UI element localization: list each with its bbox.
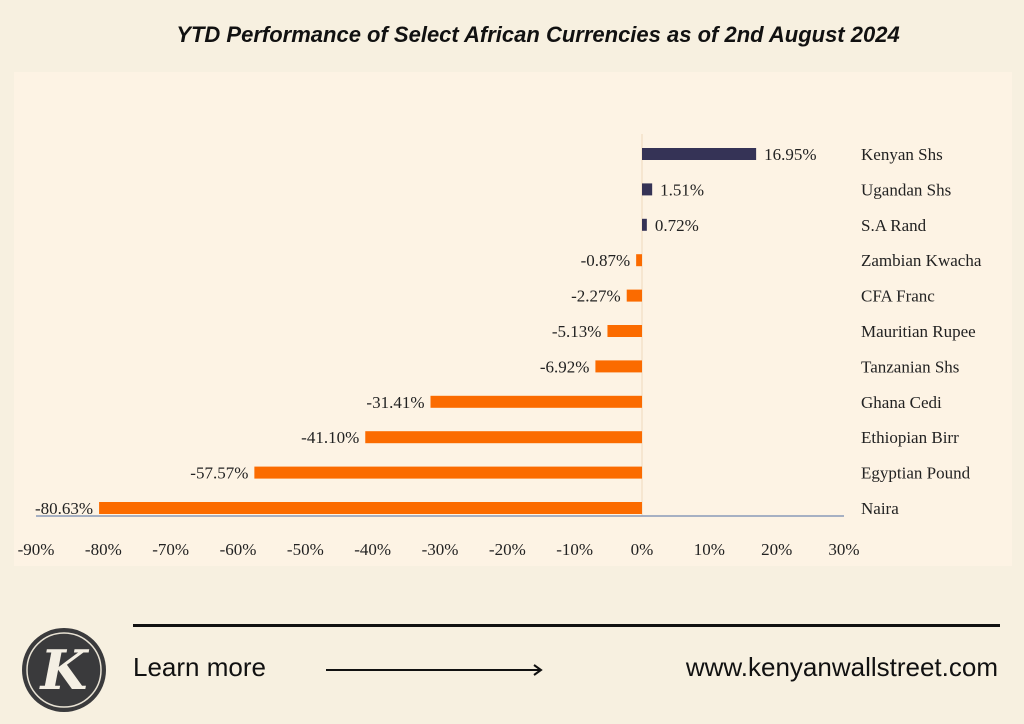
svg-text:K: K: [39, 638, 90, 702]
category-label: Egyptian Pound: [861, 464, 971, 483]
category-label: Ugandan Shs: [861, 180, 951, 199]
category-label: Kenyan Shs: [861, 145, 943, 164]
data-label: -2.27%: [571, 287, 621, 306]
x-tick-label: 0%: [631, 540, 654, 559]
kenyan-wallstreet-logo[interactable]: K: [21, 627, 107, 713]
bar: [642, 218, 647, 231]
bar: [626, 289, 642, 302]
x-tick-label: -40%: [354, 540, 391, 559]
data-label: 0.72%: [655, 216, 699, 235]
data-label: -57.57%: [190, 464, 248, 483]
bar: [642, 183, 653, 196]
bar: [607, 325, 642, 337]
x-tick-label: -50%: [287, 540, 324, 559]
chart-panel: -90% -80% -70% -60% -50% -40% -30% -20% -10% 0% 10…: [14, 72, 1012, 566]
data-label: -5.13%: [552, 322, 602, 341]
footer-divider: [133, 624, 1000, 627]
data-label: 1.51%: [660, 180, 704, 199]
x-tick-label: -80%: [85, 540, 122, 559]
website-url[interactable]: www.kenyanwallstreet.com: [685, 652, 998, 682]
data-label: 16.95%: [764, 145, 816, 164]
bar: [365, 431, 642, 444]
bar: [642, 148, 757, 160]
category-label: Tanzanian Shs: [861, 357, 959, 376]
x-tick-label: -30%: [422, 540, 459, 559]
bar-chart: -90% -80% -70% -60% -50% -40% -30% -20% -10% 0% 10…: [18, 134, 982, 559]
bar: [99, 502, 643, 514]
learn-more-link[interactable]: Learn more: [133, 652, 266, 682]
x-tick-label: 10%: [694, 540, 725, 559]
x-tick-label: 20%: [761, 540, 792, 559]
bar: [254, 466, 642, 479]
category-label: S.A Rand: [861, 216, 927, 235]
arrow-right-icon: [326, 664, 543, 676]
data-label: -31.41%: [366, 393, 424, 412]
data-label: -6.92%: [540, 357, 590, 376]
x-tick-label: -70%: [152, 540, 189, 559]
x-tick-label: -10%: [556, 540, 593, 559]
x-tick-label: 30%: [828, 540, 859, 559]
category-label: Zambian Kwacha: [861, 251, 982, 270]
category-label: CFA Franc: [861, 287, 935, 306]
bar: [636, 254, 642, 267]
category-label: Naira: [861, 499, 899, 518]
category-label: Mauritian Rupee: [861, 322, 976, 341]
category-label: Ghana Cedi: [861, 393, 942, 412]
x-tick-label: -20%: [489, 540, 526, 559]
category-label: Ethiopian Birr: [861, 428, 959, 447]
data-label: -80.63%: [35, 499, 93, 518]
x-tick-label: -60%: [220, 540, 257, 559]
bar: [595, 360, 642, 373]
x-tick-label: -90%: [18, 540, 55, 559]
bar: [430, 395, 642, 408]
data-label: -41.10%: [301, 428, 359, 447]
chart-title: YTD Performance of Select African Curren…: [176, 22, 900, 47]
data-label: -0.87%: [581, 251, 631, 270]
